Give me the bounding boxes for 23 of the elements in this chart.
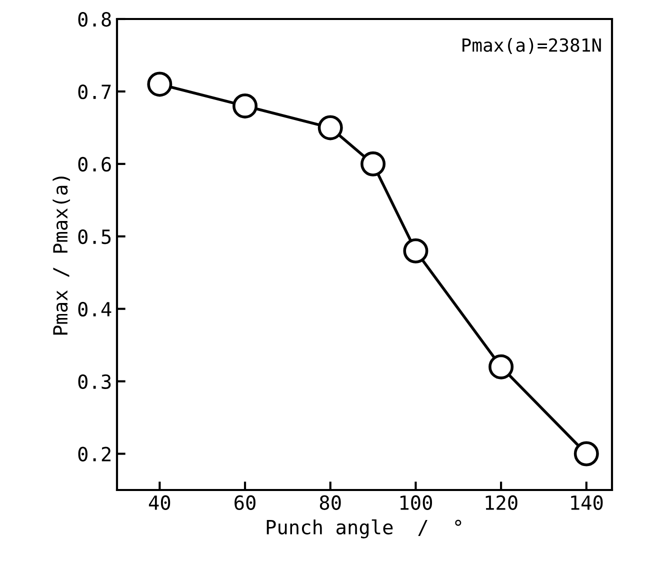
y-tick-label: 0.3 bbox=[78, 374, 111, 390]
point bbox=[232, 93, 258, 118]
x-axis-title: Punch angle / ° bbox=[266, 519, 462, 538]
y-tick-label: 0.6 bbox=[78, 156, 111, 172]
x-tick-label: 100 bbox=[400, 495, 432, 510]
y-tick-label: 0.7 bbox=[78, 84, 111, 100]
x-tick-label: 120 bbox=[486, 495, 518, 510]
x-tick-label: 40 bbox=[148, 495, 170, 510]
y-axis-title: Pmax / Pmax(a) bbox=[52, 176, 70, 335]
y-tick-label: 0.8 bbox=[78, 12, 111, 27]
x-tick-label: 140 bbox=[571, 495, 603, 510]
y-tick-label: 0.5 bbox=[78, 229, 111, 244]
annotation: Pmax(a)=2381N bbox=[462, 38, 601, 54]
point bbox=[574, 441, 599, 466]
x-tick-label: 80 bbox=[320, 495, 341, 510]
y-tick-label: 0.2 bbox=[78, 446, 110, 462]
point bbox=[318, 115, 343, 140]
x-tick-label: 60 bbox=[234, 495, 256, 510]
y-tick-label: 0.4 bbox=[78, 302, 112, 317]
point bbox=[488, 354, 514, 380]
point bbox=[403, 238, 428, 264]
point bbox=[360, 151, 386, 176]
point bbox=[147, 72, 172, 97]
